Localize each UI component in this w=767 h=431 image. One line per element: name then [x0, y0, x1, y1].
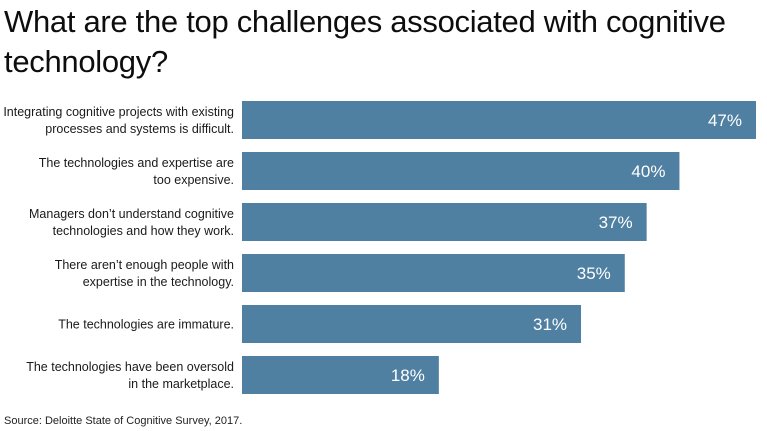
chart-title: What are the top challenges associated w… [4, 4, 726, 79]
bar-6 [242, 356, 439, 394]
bar-value-label-4: 35% [577, 264, 611, 283]
bar-value-label-2: 40% [631, 162, 665, 181]
bar-4 [242, 254, 625, 292]
bar-value-label-1: 47% [708, 111, 742, 130]
category-label-line: The technologies and expertise are [39, 156, 234, 170]
category-label-4: There aren’t enough people with expertise… [55, 258, 234, 289]
bar-1 [242, 101, 756, 139]
category-label-3: Managers don’t understand cognitive techn… [29, 207, 234, 238]
category-label-5: The technologies are immature. [58, 318, 234, 332]
category-label-line: in the marketplace. [128, 377, 234, 391]
category-label-line: There aren’t enough people with [55, 258, 234, 272]
category-label-line: processes and systems is difficult. [45, 122, 234, 136]
category-label-line: The technologies are immature. [58, 318, 234, 332]
source-note: Source: Deloitte State of Cognitive Surv… [4, 415, 243, 427]
bar-5 [242, 305, 582, 343]
category-label-line: Integrating cognitive projects with exis… [3, 105, 234, 119]
bar-2 [242, 152, 680, 190]
category-label-6: The technologies have been oversold in th… [26, 360, 234, 391]
category-label-line: Managers don’t understand cognitive [29, 207, 234, 221]
bar-value-label-3: 37% [599, 213, 633, 232]
category-label-line: too expensive. [153, 173, 234, 187]
bar-value-label-5: 31% [533, 315, 567, 334]
category-label-line: expertise in the technology. [83, 275, 234, 289]
category-label-line: technologies and how they work. [53, 224, 234, 238]
category-label-1: Integrating cognitive projects with exis… [3, 105, 234, 136]
bar-value-label-6: 18% [391, 366, 425, 385]
bar-3 [242, 203, 647, 241]
category-label-2: The technologies and expertise are too ex… [39, 156, 234, 187]
category-label-line: The technologies have been oversold [26, 360, 234, 374]
